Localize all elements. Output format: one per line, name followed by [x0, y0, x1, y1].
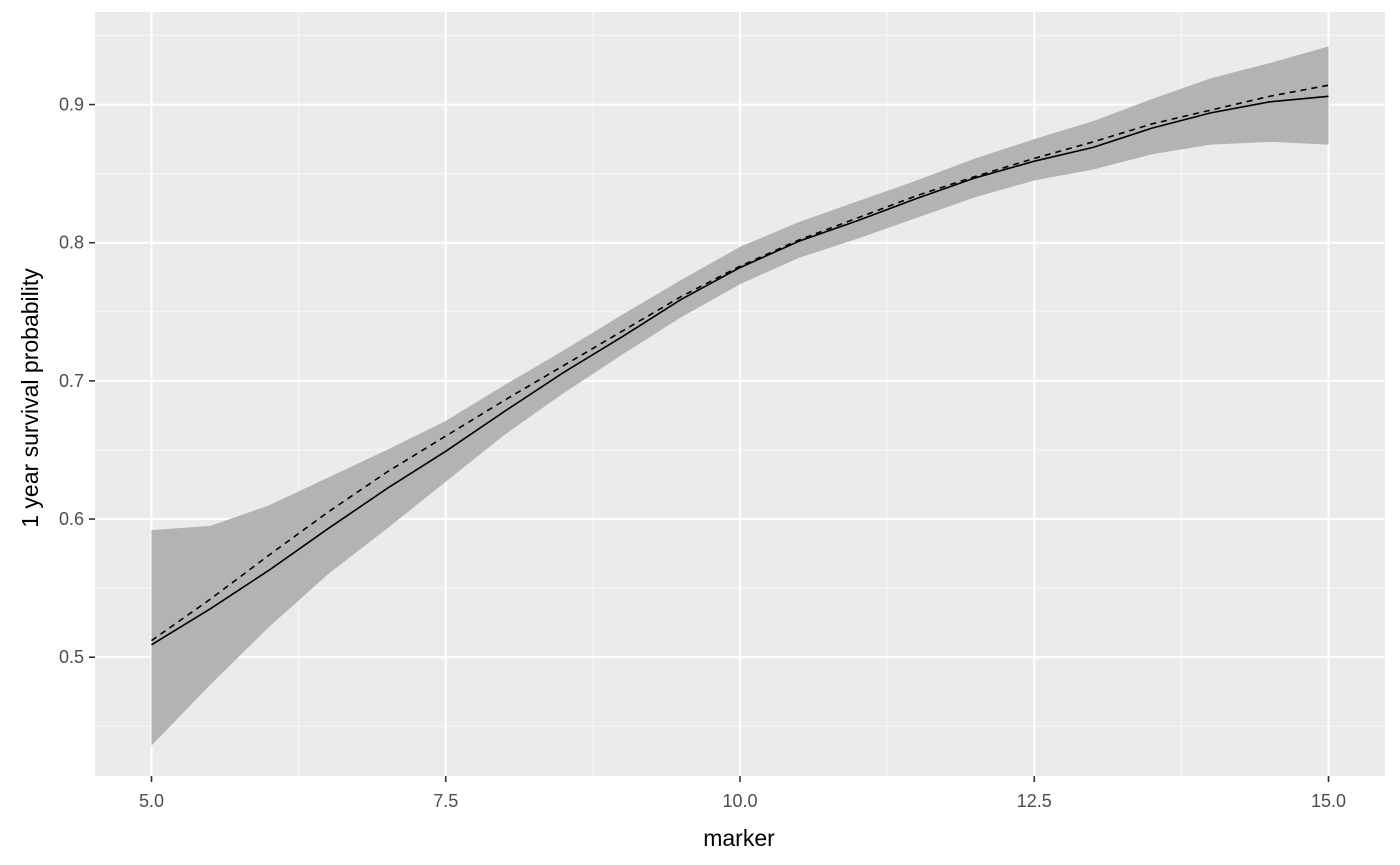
series-line-solid	[151, 95, 1329, 646]
x-tick-label: 15.0	[1311, 791, 1346, 811]
x-axis-title: marker	[703, 825, 775, 851]
series-line-dashed	[151, 84, 1329, 642]
y-tick-label: 0.7	[59, 371, 84, 391]
y-tick-label: 0.6	[59, 509, 84, 529]
x-tick-label: 12.5	[1017, 791, 1052, 811]
y-axis-title: 1 year survival probability	[17, 268, 43, 528]
x-axis: 5.0 7.5 10.0 12.5 15.0	[139, 776, 1346, 811]
x-tick-label: 7.5	[433, 791, 458, 811]
y-tick-label: 0.8	[59, 233, 84, 253]
confidence-band-layer	[151, 46, 1329, 746]
x-tick-label: 5.0	[139, 791, 164, 811]
confidence-band	[151, 46, 1329, 746]
y-tick-label: 0.9	[59, 95, 84, 115]
y-tick-label: 0.5	[59, 647, 84, 667]
x-tick-label: 10.0	[722, 791, 757, 811]
y-axis: 0.5 0.6 0.7 0.8 0.9	[59, 95, 95, 667]
series-layer	[151, 84, 1329, 646]
